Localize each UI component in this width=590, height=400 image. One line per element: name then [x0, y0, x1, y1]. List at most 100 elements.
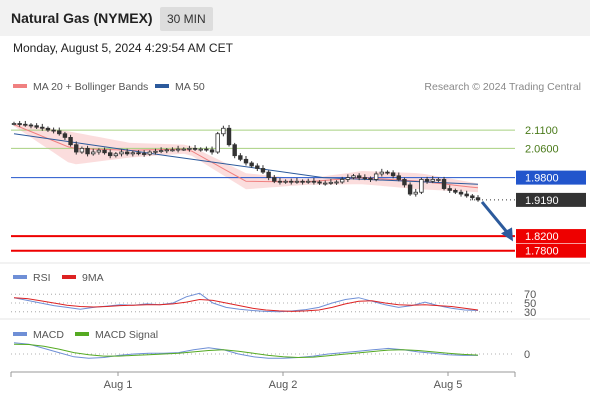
level-labels: 2.1100 2.0600 1.9800 1.9190 1.8200 1.7800 [516, 125, 586, 258]
moving-averages [13, 124, 479, 189]
candle-body [260, 168, 266, 173]
level-label-1.9800: 1.9800 [525, 173, 559, 185]
candle-body [124, 151, 130, 155]
candle-body [345, 177, 351, 180]
candle-body [306, 180, 311, 183]
candle-body [175, 148, 181, 151]
candle-body [424, 179, 430, 182]
candle-body [91, 151, 96, 155]
legend-label-rsi: RSI [33, 272, 51, 284]
candle-body [181, 148, 186, 151]
legend-label-9ma: 9MA [82, 272, 104, 284]
main-legend: MA 20 + Bollinger Bands MA 50 Research ©… [13, 81, 581, 93]
x-tick-label: Aug 1 [104, 379, 133, 391]
candle-body [362, 177, 368, 180]
candle-body [266, 171, 271, 179]
candle-body [317, 181, 322, 184]
candle-body [249, 162, 254, 167]
rsi-ma-line [13, 297, 479, 312]
candle-body [170, 149, 175, 152]
legend-label-ma50: MA 50 [175, 81, 205, 93]
level-label-2.1100: 2.1100 [525, 125, 558, 137]
candle-body [475, 197, 481, 201]
level-label-1.7800: 1.7800 [525, 246, 559, 258]
candle-body [390, 172, 396, 177]
candle-body [272, 177, 277, 182]
candle-body [28, 124, 34, 127]
rsi-tick-50: 50 [524, 298, 536, 310]
candle-body [294, 180, 300, 183]
candle-body [17, 123, 22, 125]
candle-body [158, 150, 164, 152]
candle-body [96, 149, 102, 153]
x-tick-label: Aug 5 [434, 379, 463, 391]
candle-body [396, 175, 401, 180]
candle-body [79, 147, 85, 153]
candle-body [407, 184, 413, 195]
candle-body [385, 171, 390, 174]
candle-body [402, 179, 407, 186]
candle-body [419, 179, 424, 193]
candle-body [11, 123, 17, 125]
legend-swatch-macd [13, 332, 27, 336]
candle-body [107, 152, 113, 157]
candle-body [57, 130, 62, 135]
candle-body [283, 180, 288, 183]
forecast-arrow [480, 200, 513, 242]
candle-body [40, 126, 45, 129]
legend-label-ma20: MA 20 + Bollinger Bands [33, 81, 148, 93]
candle-body [51, 129, 56, 132]
bollinger-bands [14, 123, 478, 193]
timeframe-badge[interactable]: 30 MIN [160, 7, 213, 31]
candle-body [436, 179, 441, 181]
candle-body [215, 133, 220, 153]
candle-body [339, 179, 345, 183]
candle-body [34, 125, 39, 128]
candle-body [192, 147, 198, 150]
bollinger-band-area [14, 123, 478, 193]
candle-body [45, 127, 51, 131]
legend-swatch-rsi [13, 275, 27, 279]
candle-body [323, 182, 328, 185]
candle-body [187, 147, 192, 150]
candle-body [453, 189, 458, 193]
legend-swatch-ma50 [155, 84, 169, 88]
candle-body [430, 179, 435, 182]
rsi-line [13, 292, 479, 313]
candle-body [277, 180, 283, 183]
level-label-1.9190: 1.9190 [525, 195, 559, 207]
candle-body [147, 151, 153, 155]
candle-body [221, 127, 226, 135]
legend-swatch-ma20 [13, 84, 27, 88]
candle-body [23, 123, 28, 126]
level-label-2.0600: 2.0600 [525, 143, 559, 155]
candle-body [102, 149, 107, 154]
level-box-1.7800 [516, 243, 586, 258]
candle-body [458, 191, 464, 195]
candle-body [255, 165, 260, 169]
macd-legend: MACD MACD Signal [13, 329, 158, 341]
candle-body [464, 193, 469, 197]
candle-body [85, 147, 90, 155]
candle-body [300, 180, 305, 183]
report-datetime: Monday, August 5, 2024 4:29:54 AM CET [13, 41, 233, 55]
chart-header: Natural Gas (NYMEX) 30 MIN [0, 0, 590, 36]
ma20-line [13, 124, 479, 189]
candle-body [68, 137, 73, 146]
rsi-tick-70: 70 [524, 289, 536, 301]
candle-body [136, 152, 141, 155]
x-tick-label: Aug 2 [269, 379, 298, 391]
level-label-1.8200: 1.8200 [525, 231, 559, 243]
candle-body [130, 152, 136, 155]
rsi-tick-30: 30 [524, 307, 536, 319]
candle-body [351, 175, 356, 179]
forecast-arrow-shaft [480, 200, 510, 235]
candle-body [289, 180, 294, 183]
level-box-1.8200 [516, 229, 586, 244]
candles [11, 120, 481, 202]
candle-body [141, 153, 147, 155]
candle-body [334, 181, 339, 184]
candle-body [62, 133, 68, 138]
